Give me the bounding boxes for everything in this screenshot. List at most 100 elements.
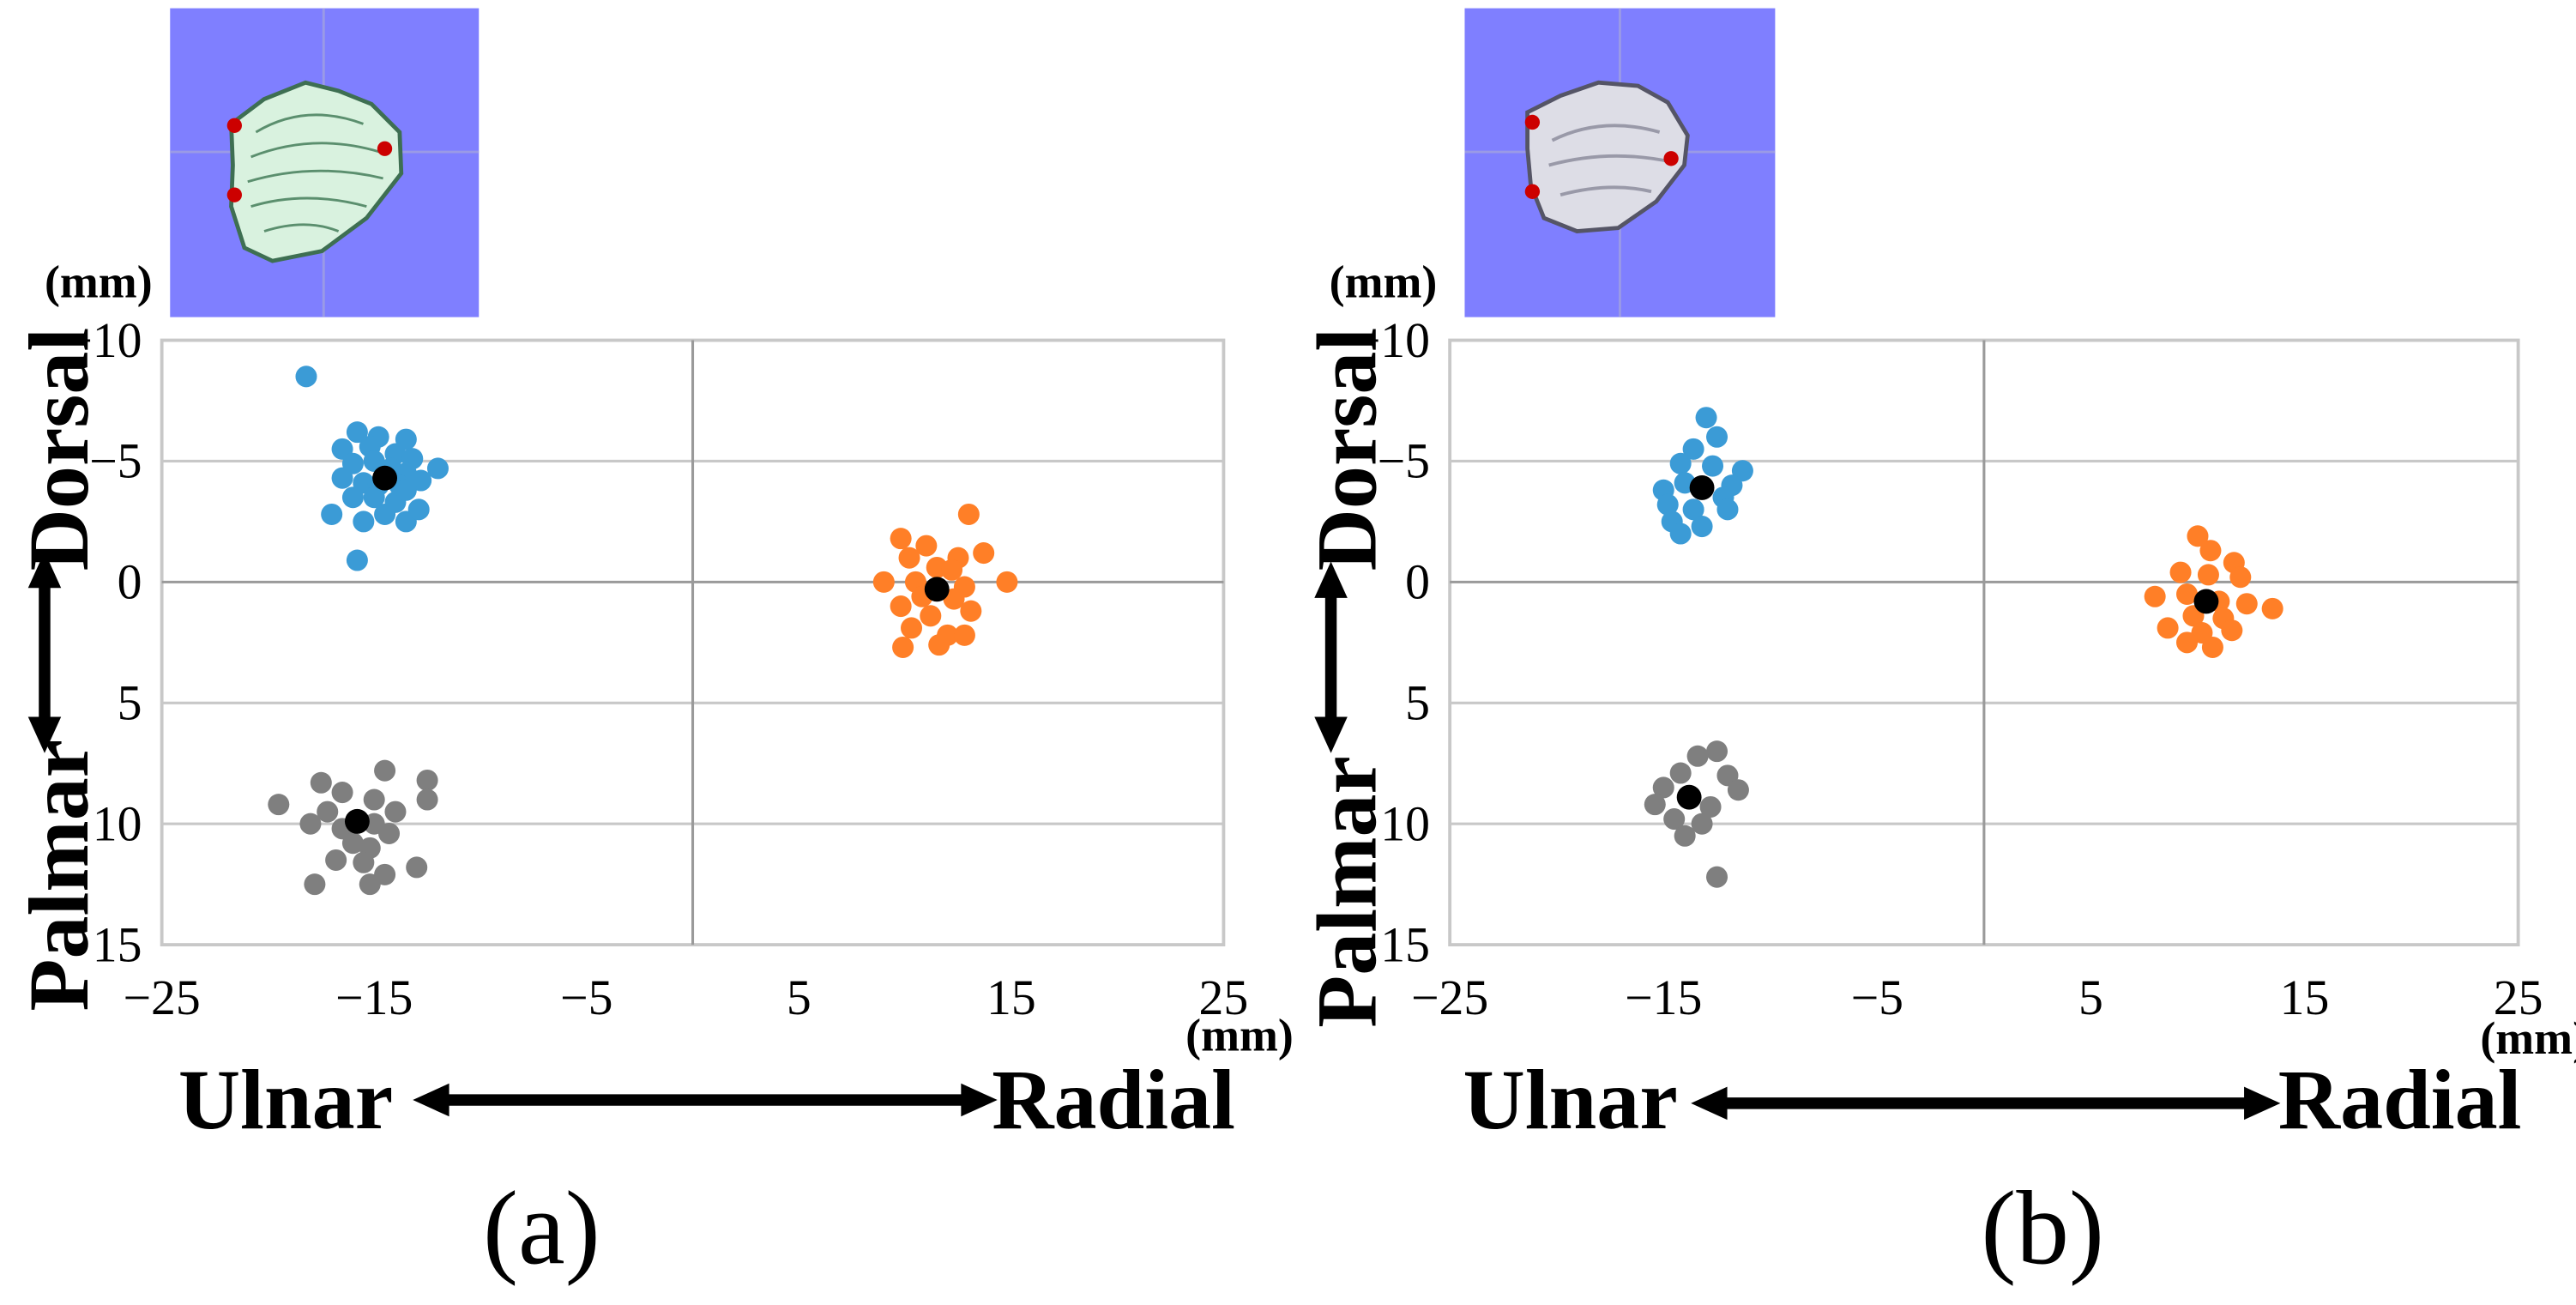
- x-tick-label: −25: [123, 971, 200, 1025]
- dorsal-label: Dorsal: [11, 328, 106, 571]
- data-point-gray: [331, 782, 353, 804]
- data-point-orange: [2157, 617, 2179, 639]
- data-point-blue: [1669, 452, 1692, 474]
- data-point-orange: [2197, 564, 2219, 586]
- data-point-orange: [960, 600, 982, 622]
- x-tick-label: −15: [1625, 971, 1702, 1025]
- data-point-gray: [1674, 825, 1696, 847]
- data-point-gray: [1706, 740, 1728, 763]
- x-tick-labels: −25 −15 −5 5 15 25: [1411, 971, 2543, 1025]
- data-point-blue: [295, 366, 317, 388]
- data-points: [268, 366, 1018, 896]
- palmar-label: Palmar: [1300, 756, 1395, 1028]
- data-point-blue: [1682, 498, 1704, 521]
- data-point-orange: [2169, 561, 2192, 583]
- vertical-arrow: [1314, 561, 1348, 753]
- data-point-orange: [953, 624, 975, 646]
- data-point-gray: [353, 851, 375, 873]
- y-tick-label: 10: [93, 797, 142, 851]
- data-point-orange: [2229, 566, 2252, 589]
- landmark-marker: [226, 187, 243, 202]
- data-point-blue: [407, 498, 430, 521]
- data-point-blue: [331, 467, 353, 489]
- x-tick-label: 5: [2078, 971, 2103, 1025]
- x-unit-label: (mm): [2480, 1012, 2576, 1064]
- data-point-gray: [416, 788, 438, 811]
- x-unit-label: (mm): [1185, 1009, 1294, 1060]
- landmark-marker: [377, 141, 393, 156]
- data-point-gray: [363, 788, 385, 811]
- data-point-orange: [901, 617, 923, 639]
- data-point-gray: [384, 801, 407, 823]
- data-point-orange: [2201, 636, 2223, 658]
- x-tick-label: 25: [1199, 971, 1249, 1025]
- data-point-blue: [341, 486, 364, 509]
- landmark-marker: [1663, 151, 1679, 166]
- y-tick-label: 0: [1405, 556, 1430, 610]
- data-point-orange: [2235, 593, 2258, 615]
- y-unit-label: (mm): [45, 257, 153, 308]
- data-point-orange: [2144, 585, 2166, 607]
- mean-point-orange: [2193, 589, 2219, 614]
- y-tick-label: −10: [64, 314, 142, 368]
- data-point-gray: [378, 822, 401, 844]
- data-point-orange: [920, 605, 942, 627]
- data-point-gray: [1644, 794, 1666, 816]
- mean-point-gray: [344, 808, 370, 834]
- mean-point-orange: [924, 577, 950, 602]
- data-point-orange: [2176, 631, 2199, 654]
- data-point-orange: [2199, 540, 2222, 562]
- y-tick-labels: −10 −5 0 5 10 15: [1353, 314, 1430, 973]
- data-point-gray: [1663, 808, 1686, 831]
- data-point-gray: [416, 769, 438, 791]
- data-point-blue: [1669, 523, 1692, 545]
- y-tick-label: 0: [118, 556, 142, 610]
- data-point-gray: [374, 863, 396, 885]
- data-point-orange: [941, 559, 963, 581]
- data-point-gray: [317, 801, 339, 823]
- inset-image-a: [170, 8, 480, 317]
- data-point-orange: [872, 571, 895, 593]
- data-point-blue: [346, 549, 368, 571]
- data-point-gray: [406, 856, 428, 879]
- inset-image-b: [1464, 8, 1776, 317]
- ulnar-label: Ulnar: [178, 1052, 393, 1147]
- mean-point-blue: [1689, 475, 1715, 500]
- y-tick-label: 15: [93, 918, 142, 972]
- y-tick-labels: −10 −5 0 5 10 15: [64, 314, 142, 973]
- data-point-gray: [1691, 813, 1713, 835]
- landmark-marker: [1524, 184, 1541, 199]
- radial-label: Radial: [2278, 1052, 2522, 1147]
- vertical-arrow: [27, 551, 62, 753]
- x-tick-label: −15: [335, 971, 413, 1025]
- data-point-gray: [1652, 776, 1674, 799]
- data-point-blue: [363, 450, 385, 472]
- y-unit-label: (mm): [1330, 257, 1438, 308]
- data-point-blue: [1716, 498, 1739, 521]
- data-point-blue: [374, 503, 396, 525]
- data-point-blue: [1695, 407, 1717, 429]
- mean-point-blue: [372, 465, 398, 491]
- x-tick-label: 15: [2280, 971, 2330, 1025]
- data-points: [1644, 407, 2283, 888]
- data-point-blue: [1682, 438, 1704, 460]
- horizontal-arrow: [413, 1083, 998, 1117]
- data-point-blue: [1706, 426, 1728, 448]
- data-point-blue: [321, 503, 343, 525]
- data-point-orange: [928, 634, 950, 656]
- data-point-gray: [374, 759, 396, 782]
- data-point-gray: [299, 813, 322, 835]
- y-tick-label: −5: [89, 435, 142, 489]
- horizontal-arrow: [1691, 1086, 2281, 1121]
- data-point-blue: [1691, 516, 1713, 538]
- landmark-marker: [226, 118, 243, 133]
- data-point-orange: [996, 571, 1018, 593]
- y-tick-label: 15: [1380, 918, 1430, 972]
- ulnar-label: Ulnar: [1463, 1052, 1678, 1147]
- data-point-orange: [957, 503, 980, 525]
- data-point-orange: [2261, 597, 2283, 619]
- x-tick-label: 25: [2494, 971, 2543, 1025]
